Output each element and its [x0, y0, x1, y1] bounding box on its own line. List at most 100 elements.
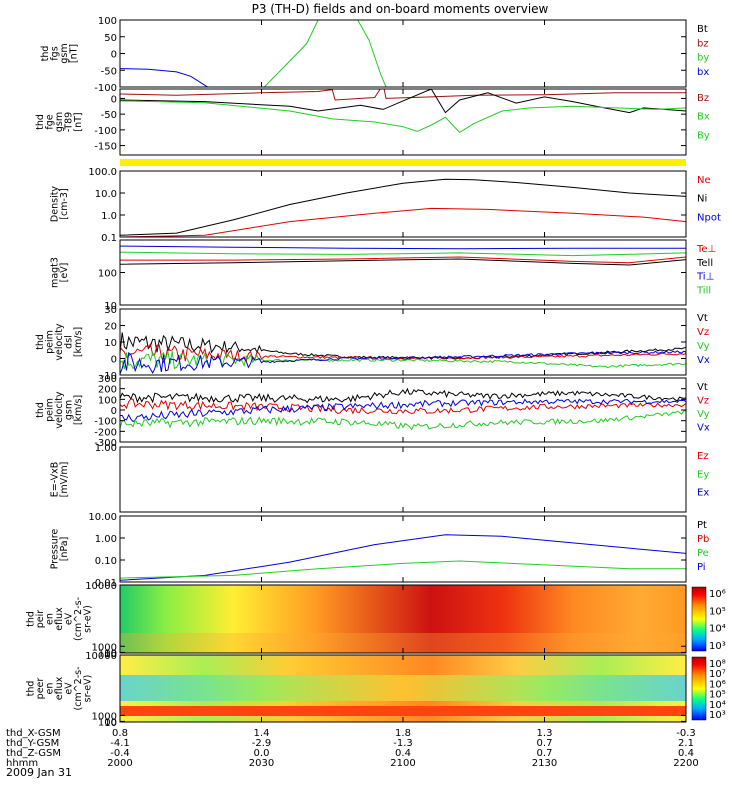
legend-entry: Pi: [697, 562, 706, 573]
legend-entry: Till: [696, 285, 711, 296]
series-temp-0: [120, 245, 686, 250]
x-tick-value: 0.7: [537, 748, 553, 759]
x-tick-value: 2100: [390, 758, 415, 769]
series-peimgsm-0: [120, 387, 686, 404]
series-peim-3: [120, 350, 686, 375]
y-axis-label: [nT]: [73, 112, 84, 131]
y-axis-label: en: [45, 613, 56, 625]
series-fge-0: [120, 89, 686, 101]
y-tick-label: 1.0: [101, 211, 117, 222]
y-tick-label: 20: [104, 322, 117, 333]
legend-entry: Vt: [697, 313, 708, 324]
legend-entry: Bt: [697, 24, 708, 35]
legend-entry: By: [697, 130, 710, 141]
panel-frame: [119, 19, 687, 88]
panel-frame: [119, 170, 687, 238]
x-axis-table: thd_X-GSMthd_Y-GSMthd_Z-GSMhhmm0.8-4.1-0…: [6, 728, 699, 769]
y-tick-label: 1.00: [95, 534, 117, 545]
legend-entry: bz: [697, 38, 709, 49]
y-tick-label: 100: [98, 717, 117, 728]
series-fgs-1: [263, 20, 319, 87]
y-tick-label: -100: [94, 417, 117, 428]
y-axis-label: E=-VxB: [49, 462, 60, 497]
legend-entry: Tell: [696, 258, 713, 269]
y-axis-label: fgs: [49, 46, 60, 60]
y-tick-label: -10: [101, 371, 117, 382]
ion-spectrogram: [120, 585, 686, 653]
series-temp-1: [120, 251, 686, 257]
y-axis-label: [km/s]: [73, 327, 84, 357]
legend-entry: Vz: [697, 327, 709, 338]
legend-entry: Pt: [697, 520, 707, 531]
colorbar-tick: 10⁴: [709, 700, 726, 711]
colorbar-tick: 10⁸: [709, 659, 726, 670]
y-tick-label: 300: [98, 374, 117, 385]
panel-temp: Te⊥ Tell Ti⊥ Till 100 10 magt3[eV]: [49, 239, 716, 312]
colorbar-tick: 10³: [709, 641, 726, 652]
series-peim-0: [120, 332, 686, 360]
x-tick-value: 0.4: [395, 748, 411, 759]
y-axis-label: dsl: [64, 335, 75, 349]
colorbar-tick: 10⁷: [709, 669, 726, 680]
y-axis-label: magt3: [49, 257, 60, 288]
colorbar-tick: 10⁵: [709, 690, 726, 701]
series-fge-1: [120, 89, 686, 114]
y-axis-label: gsm: [64, 400, 75, 420]
y-tick-label: 0.01: [95, 578, 117, 589]
y-tick-label: 1000: [92, 711, 117, 722]
y-axis-label: Density: [49, 186, 60, 222]
y-tick-label: 200: [98, 385, 117, 396]
x-tick-value: -1.3: [393, 738, 413, 749]
x-tick-value: 0.4: [678, 748, 694, 759]
colorbar-tick: 10⁶: [709, 679, 726, 690]
panel-pressure: Pt Pb Pe Pi 10.00 1.00 0.10 0.01 Pressure[nPa]: [49, 512, 709, 589]
y-tick-label: 10: [104, 338, 117, 349]
y-tick-label: 10000: [85, 581, 117, 592]
y-axis-label: peim: [45, 330, 56, 354]
series-fgs-0: [120, 68, 208, 87]
x-tick-value: 2200: [673, 758, 698, 769]
y-tick-label: 50: [104, 33, 117, 44]
colorbar-tick: 10³: [709, 710, 726, 721]
date-label: 2009 Jan 31: [6, 766, 72, 779]
colorbar-tick: 10⁴: [709, 624, 726, 635]
colorbar-peir: [691, 586, 707, 652]
y-tick-label: 100: [98, 269, 117, 280]
panel-frame: [119, 308, 687, 376]
x-tick-value: 2030: [249, 758, 274, 769]
legend-entry: Ni: [697, 194, 707, 205]
series-pressure-0: [120, 534, 686, 581]
y-axis-label: thd: [35, 402, 46, 418]
y-axis-label: eflux: [54, 607, 65, 631]
legend-entry: Ey: [697, 469, 709, 480]
series-density-1: [120, 207, 686, 237]
legend-entry: Pb: [697, 534, 709, 545]
x-tick-value: -0.4: [110, 748, 130, 759]
legend-entry: Ne: [697, 175, 711, 186]
y-axis-label: thd: [35, 334, 46, 350]
legend-entry: Vy: [697, 341, 710, 352]
legend-entry: Ex: [697, 488, 709, 499]
colorbar-tick: 10⁶: [709, 589, 726, 600]
x-tick-value: 2.1: [678, 738, 694, 749]
series-temp-3: [120, 258, 686, 266]
panel-frame: [119, 239, 687, 306]
y-axis-label: eV: [64, 682, 75, 695]
y-tick-label: 10: [104, 301, 117, 312]
panel-frame: [119, 377, 687, 443]
y-axis-label: eV: [64, 612, 75, 625]
x-tick-value: 1.4: [254, 728, 270, 739]
x-tick-value: 1.3: [537, 728, 553, 739]
figure-title: P3 (TH-D) fields and on-board moments ov…: [252, 2, 549, 16]
y-axis-label: peim: [45, 398, 56, 422]
y-axis-label: (cm^2-s-: [73, 597, 84, 641]
y-axis-label: thd: [40, 46, 51, 62]
legend-entry: Vx: [697, 355, 710, 366]
y-tick-label: -100: [94, 83, 117, 94]
y-axis-label: velocity: [54, 323, 65, 361]
legend-entry: Vx: [697, 423, 710, 434]
x-tick-value: 2130: [532, 758, 557, 769]
panel-peim: Vt Vz Vy Vx 30 20 10 0 -10 thdpeimvelocitydsl[km/…: [35, 305, 710, 382]
